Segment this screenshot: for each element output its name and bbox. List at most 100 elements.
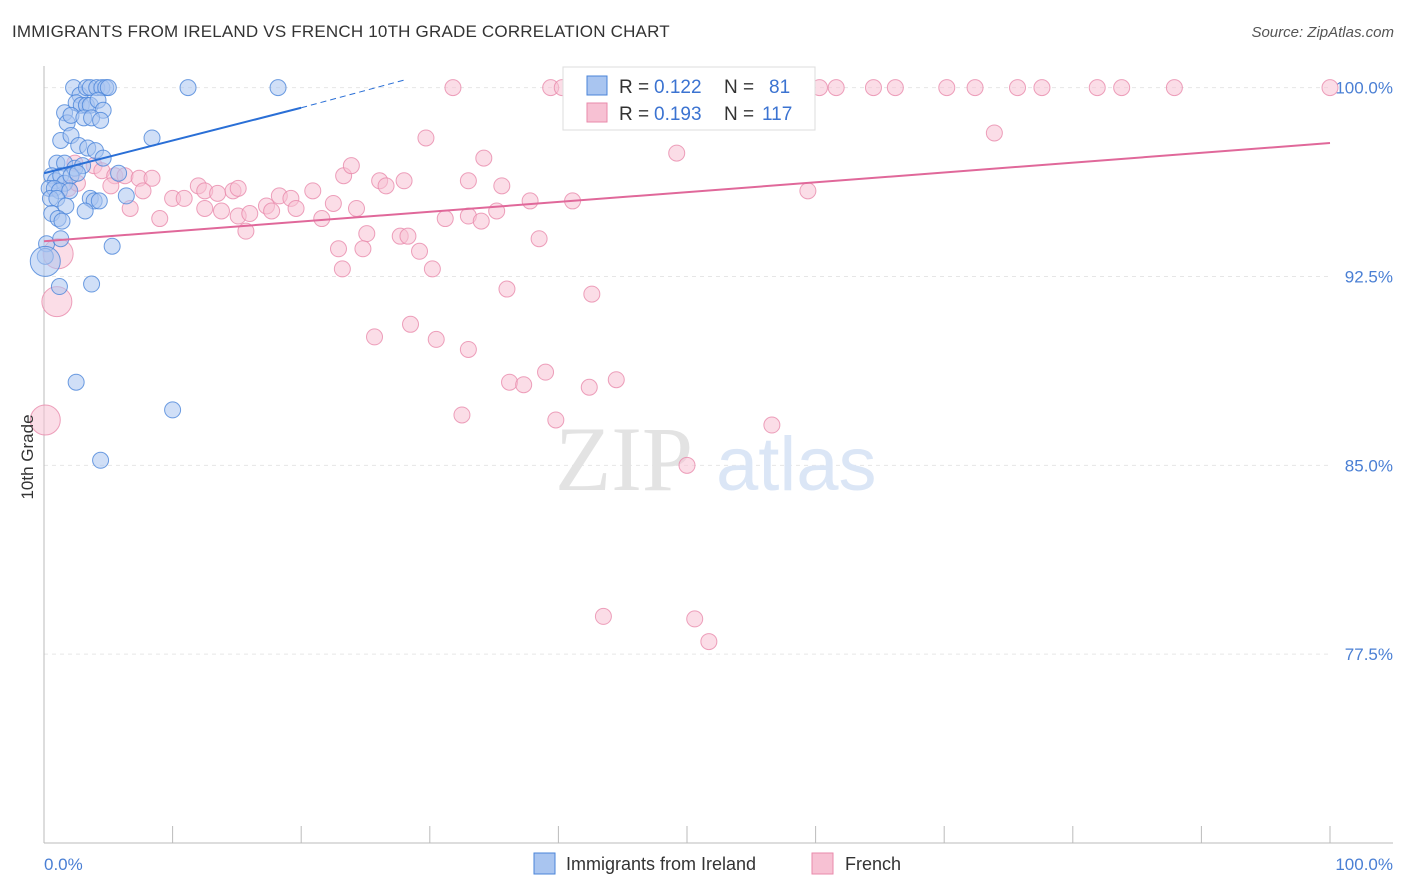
ireland-point [103,237,121,255]
trend-lines [43,79,1331,243]
ireland-point [50,278,68,296]
ireland-point [67,373,85,391]
bottom-legend-swatch-french [811,852,834,875]
french-point [1165,79,1183,97]
watermark: ZIP atlas [555,408,877,510]
ireland-large-point [29,245,61,277]
french-point [399,227,417,245]
french-point [864,79,882,97]
ireland-trend-extension [301,79,405,109]
ireland-point [92,111,110,129]
y-tick-label: 77.5% [1345,645,1393,664]
french-point [1321,79,1339,97]
french-points [29,79,1339,651]
french-point [313,210,331,228]
x-tick-label: 0.0% [44,855,83,874]
french-point [453,406,471,424]
french-point [607,371,625,389]
french-point [537,363,555,381]
ireland-point [269,79,287,97]
watermark-zip: ZIP [555,408,693,510]
french-point [966,79,984,97]
french-point [886,79,904,97]
french-point [143,169,161,187]
french-point [358,225,376,243]
french-point [686,610,704,628]
legend-swatch-french [586,102,608,123]
french-point [498,280,516,298]
french-point [547,411,565,429]
french-point [985,124,1003,142]
french-point [799,182,817,200]
french-point [196,199,214,217]
french-point [521,192,539,210]
series-legend: Immigrants from Ireland French [533,852,901,875]
grid [44,87,1330,655]
legend-french-r-value: 0.193 [654,104,702,125]
french-point [333,260,351,278]
ireland-trend-line [43,106,302,175]
bottom-legend-french: French [845,854,901,874]
french-point [324,194,342,212]
legend-swatch-ireland [586,75,608,96]
french-point [209,184,227,202]
french-point [459,340,477,358]
ireland-point [179,79,197,97]
ireland-point [164,401,182,419]
y-axis-label: 10th Grade [18,414,37,499]
french-point [134,182,152,200]
legend-ireland-r-value: 0.122 [654,77,702,98]
ireland-point [53,212,71,230]
french-point [237,222,255,240]
ireland-point [68,164,86,182]
french-point [501,373,519,391]
french-point [678,456,696,474]
french-point [1113,79,1131,97]
french-point [347,199,365,217]
french-point [263,202,281,220]
french-large-point [29,404,61,436]
legend-ireland-n-value: 81 [769,77,790,98]
french-point [395,172,413,190]
y-tick-label: 100.0% [1335,79,1393,98]
french-point [1009,79,1027,97]
french-point [102,177,120,195]
ireland-point [83,275,101,293]
ireland-point [76,202,94,220]
french-point [436,210,454,228]
french-trend-line [43,142,1331,243]
french-point [427,330,445,348]
french-point [472,212,490,230]
bottom-legend-swatch-ireland [533,852,556,875]
x-tick-label: 100.0% [1335,855,1393,874]
french-point [342,157,360,175]
french-point [827,79,845,97]
french-point [583,285,601,303]
y-tick-label: 85.0% [1345,456,1393,475]
french-point [493,177,511,195]
french-point [229,179,247,197]
french-point [366,328,384,346]
ireland-point [117,187,135,205]
legend-ireland-r-label: R = [619,77,649,98]
french-point [1088,79,1106,97]
french-point [417,129,435,147]
french-point [1033,79,1051,97]
french-point [594,607,612,625]
french-point [304,182,322,200]
bottom-legend-ireland: Immigrants from Ireland [566,854,756,874]
french-point [444,79,462,97]
french-point [763,416,781,434]
y-tick-label: 92.5% [1345,267,1393,286]
french-point [475,149,493,167]
legend-french-r-label: R = [619,104,649,125]
french-point [668,144,686,162]
source-label: Source: ZipAtlas.com [1251,24,1394,41]
legend-french-n-label: N = [724,104,754,125]
french-point [329,240,347,258]
french-point [151,210,169,228]
french-point [175,189,193,207]
french-point [241,205,259,223]
french-point [287,199,305,217]
